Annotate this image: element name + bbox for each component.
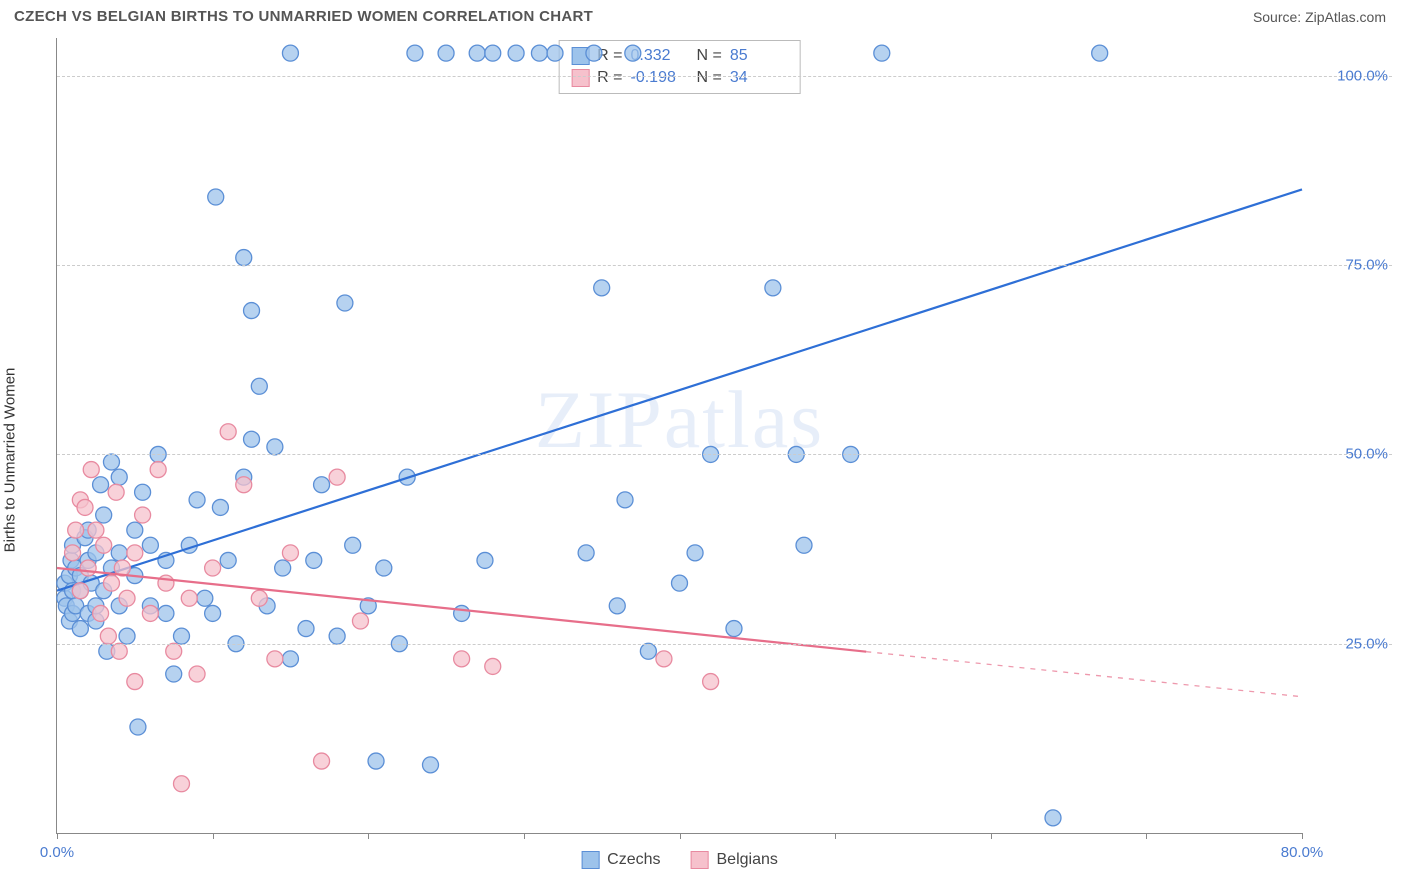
- y-tick-label: 75.0%: [1345, 257, 1388, 274]
- y-tick-label: 50.0%: [1345, 446, 1388, 463]
- legend-item-czechs: Czechs: [581, 851, 660, 869]
- y-tick-label: 25.0%: [1345, 635, 1388, 652]
- series-legend: Czechs Belgians: [581, 851, 778, 869]
- swatch-czechs-icon: [581, 851, 599, 869]
- source-label: Source: ZipAtlas.com: [1253, 9, 1386, 25]
- plot-area: ZIPatlas R = 0.332 N = 85 R = -0.198 N =…: [56, 38, 1302, 834]
- x-tick-label: 80.0%: [1281, 844, 1324, 861]
- chart-title: CZECH VS BELGIAN BIRTHS TO UNMARRIED WOM…: [14, 8, 593, 25]
- y-tick-label: 100.0%: [1337, 67, 1388, 84]
- chart-container: Births to Unmarried Women ZIPatlas R = 0…: [14, 38, 1392, 882]
- y-axis-label: Births to Unmarried Women: [2, 368, 19, 553]
- legend-item-belgians: Belgians: [690, 851, 777, 869]
- legend-label-belgians: Belgians: [716, 851, 777, 869]
- chart-svg: [57, 38, 1302, 833]
- x-tick-label: 0.0%: [40, 844, 74, 861]
- swatch-belgians-icon: [690, 851, 708, 869]
- legend-label-czechs: Czechs: [607, 851, 660, 869]
